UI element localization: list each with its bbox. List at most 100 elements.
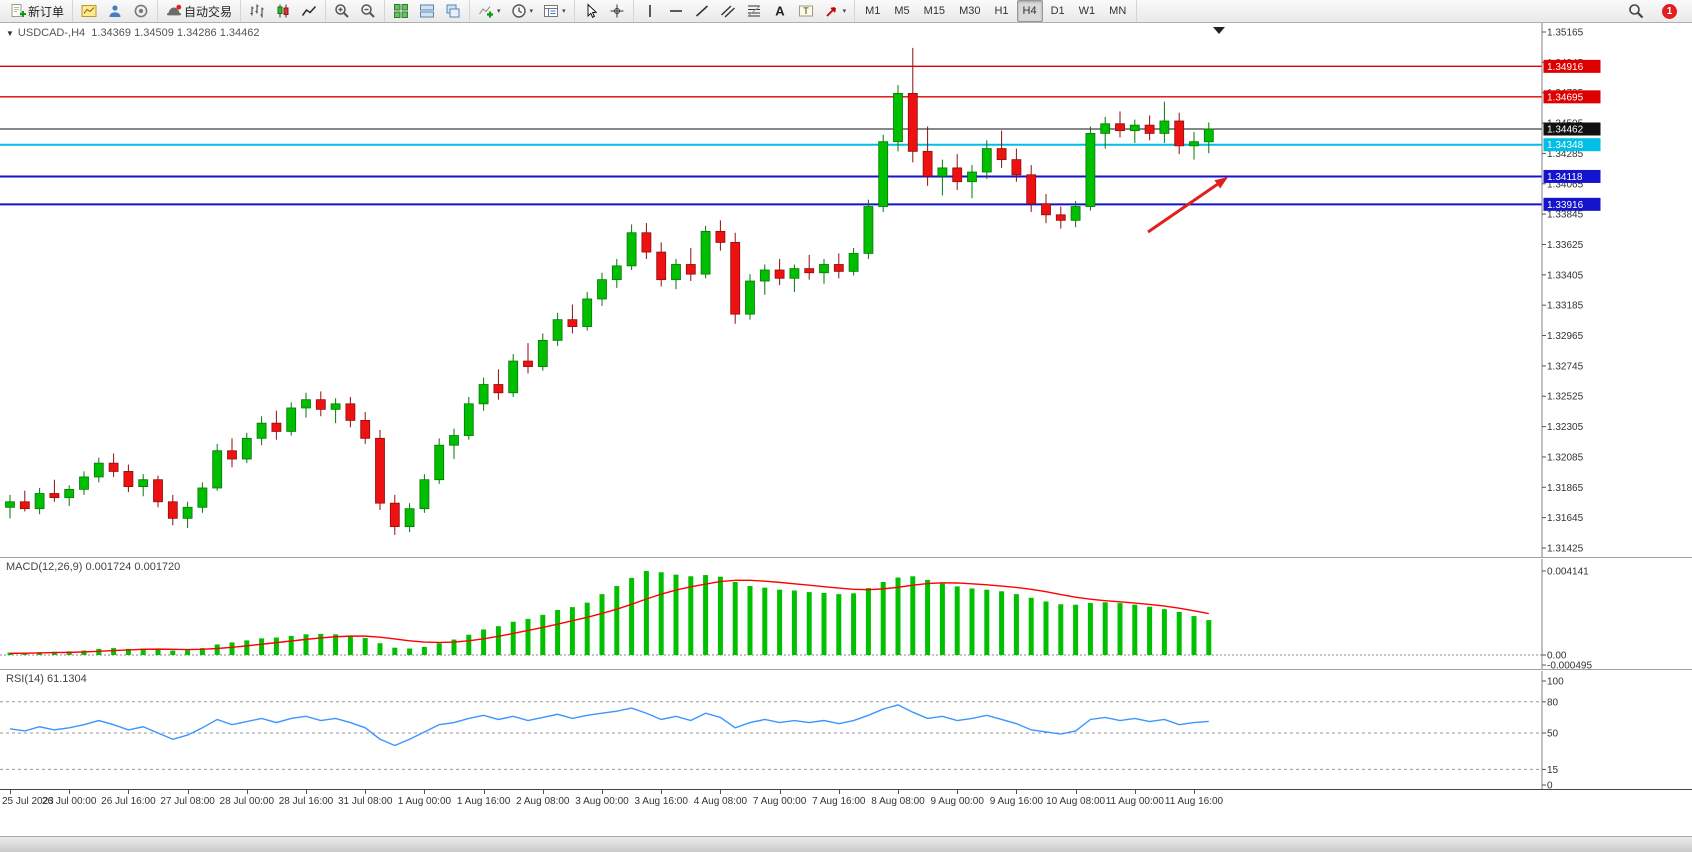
tile-windows-button[interactable] bbox=[389, 0, 413, 22]
trend-arrow-head[interactable] bbox=[1214, 177, 1228, 189]
time-axis-tick bbox=[187, 790, 189, 794]
macd-bar bbox=[259, 638, 265, 655]
macd-bar bbox=[318, 633, 324, 655]
trendline-icon bbox=[695, 5, 708, 17]
axis-label: 1.34065 bbox=[1547, 179, 1584, 190]
candle bbox=[819, 264, 829, 274]
date-axis-label: 7 Aug 16:00 bbox=[812, 796, 866, 807]
date-axis-label: 26 Jul 16:00 bbox=[101, 796, 156, 807]
trend-arrow[interactable] bbox=[1147, 183, 1219, 234]
candlestick-button[interactable] bbox=[271, 0, 295, 22]
toolbar-group-windows bbox=[73, 0, 159, 22]
time-axis-tick bbox=[542, 790, 544, 794]
price-badge bbox=[1543, 197, 1601, 211]
timeframe-h4[interactable]: H4 bbox=[1016, 0, 1043, 22]
candle bbox=[138, 479, 149, 488]
notifications-button[interactable]: 1 bbox=[1658, 0, 1681, 22]
macd-bar bbox=[451, 639, 457, 655]
fibonacci-button[interactable] bbox=[742, 0, 766, 22]
dropdown-caret-icon[interactable]: ▾ bbox=[842, 7, 847, 15]
macd-axis[interactable]: 0.004141 0.00-0.000495 bbox=[1541, 559, 1592, 669]
line-chart-button[interactable] bbox=[297, 0, 321, 22]
candle bbox=[745, 280, 755, 315]
candle bbox=[123, 471, 134, 488]
timeframe-m30[interactable]: M30 bbox=[953, 0, 986, 22]
dropdown-caret-icon[interactable]: ▾ bbox=[529, 7, 534, 15]
bar-chart-button[interactable] bbox=[245, 0, 269, 22]
cascade-windows-button[interactable] bbox=[441, 0, 465, 22]
text-label-button[interactable]: T bbox=[794, 0, 818, 22]
date-axis-label: 9 Aug 16:00 bbox=[989, 796, 1044, 807]
autotrading-icon bbox=[167, 4, 182, 16]
crosshair-icon bbox=[610, 4, 624, 18]
pane-separator[interactable] bbox=[0, 669, 1692, 671]
macd-bar bbox=[510, 621, 516, 655]
notification-badge: 1 bbox=[1662, 3, 1677, 19]
axis-label: 1.34118 bbox=[1547, 172, 1583, 183]
macd-bar bbox=[747, 586, 753, 655]
timeframe-m5[interactable]: M5 bbox=[888, 0, 915, 22]
zoom-in-button[interactable] bbox=[330, 0, 354, 22]
chart-menu-arrow-icon[interactable]: ▼ bbox=[6, 28, 14, 38]
price-axis[interactable]: 1.351651.349451.347251.345051.342851.340… bbox=[1541, 23, 1601, 557]
search-button[interactable] bbox=[1624, 0, 1648, 22]
rsi-pane[interactable]: 100 80 50 15 0 bbox=[0, 671, 1692, 789]
macd-bar bbox=[214, 644, 220, 655]
candle bbox=[167, 501, 178, 519]
time-axis-tick bbox=[424, 790, 426, 794]
community-button[interactable] bbox=[129, 0, 153, 22]
chart-shift-marker[interactable] bbox=[1213, 27, 1225, 34]
dropdown-caret-icon[interactable]: ▾ bbox=[497, 7, 501, 15]
timeframe-d1[interactable]: D1 bbox=[1045, 0, 1071, 22]
candle bbox=[79, 476, 89, 490]
macd-bar bbox=[66, 651, 72, 655]
price-chart-pane[interactable]: 1.351651.349451.347251.345051.342851.340… bbox=[0, 23, 1692, 557]
macd-bar bbox=[910, 576, 916, 655]
templates-button[interactable]: ▾ bbox=[539, 0, 570, 22]
macd-bar bbox=[392, 647, 398, 655]
trendline-button[interactable] bbox=[690, 0, 714, 22]
timeframe-m1[interactable]: M1 bbox=[859, 0, 886, 22]
macd-pane[interactable]: 0.004141 0.00-0.000495 bbox=[0, 559, 1692, 669]
zoom-out-button[interactable] bbox=[356, 0, 380, 22]
button-label: W1 bbox=[1078, 5, 1096, 17]
macd-bar bbox=[170, 650, 176, 655]
time-axis[interactable]: 25 Jul 2023 26 Jul 00:00 26 Jul 16:00 27 Ju… bbox=[0, 789, 1692, 813]
indicators-button[interactable]: ▾ bbox=[474, 0, 505, 22]
autotrading-button[interactable]: 自动交易 bbox=[162, 0, 236, 22]
chart-window[interactable]: 1.351651.349451.347251.345051.342851.340… bbox=[0, 23, 1692, 852]
timeframe-m15[interactable]: M15 bbox=[918, 0, 951, 22]
periods-button[interactable]: ▾ bbox=[507, 0, 538, 22]
pane-separator[interactable] bbox=[0, 557, 1692, 559]
new-order-icon bbox=[11, 4, 26, 17]
text-button[interactable]: A bbox=[768, 0, 792, 22]
new-order-button[interactable]: 新订单 bbox=[6, 0, 68, 22]
crosshair-button[interactable] bbox=[605, 0, 629, 22]
chart-window-button[interactable] bbox=[77, 0, 101, 22]
community-icon bbox=[134, 4, 148, 18]
rsi-axis[interactable]: 100 80 50 15 0 bbox=[1541, 671, 1564, 789]
candle bbox=[922, 150, 933, 177]
timeframe-h1[interactable]: H1 bbox=[988, 0, 1014, 22]
macd-bar bbox=[525, 618, 531, 655]
date-axis-label: 31 Jul 08:00 bbox=[337, 796, 393, 807]
dropdown-caret-icon[interactable]: ▾ bbox=[562, 7, 566, 15]
candle bbox=[1174, 120, 1185, 147]
cursor-button[interactable] bbox=[579, 0, 603, 22]
channel-button[interactable] bbox=[716, 0, 740, 22]
toolbar: 新订单 自动交易 ▾ ▾ ▾ A T ▾ M1 M5 M15 M30 H1 H4 D1 W1 MN 1 bbox=[0, 0, 1692, 23]
date-axis-label: 28 Jul 16:00 bbox=[278, 796, 334, 807]
cascade-windows-icon bbox=[446, 4, 460, 18]
candle bbox=[1055, 214, 1066, 221]
candle bbox=[360, 419, 371, 439]
timeframe-w1[interactable]: W1 bbox=[1073, 0, 1102, 22]
horizontal-line-button[interactable] bbox=[664, 0, 688, 22]
candle bbox=[478, 384, 489, 405]
profiles-button[interactable] bbox=[103, 0, 127, 22]
time-axis-tick bbox=[1134, 790, 1136, 794]
arrows-button[interactable]: ▾ bbox=[820, 0, 851, 22]
vertical-line-button[interactable] bbox=[638, 0, 662, 22]
arrange-windows-button[interactable] bbox=[415, 0, 439, 22]
candlestick-icon bbox=[277, 4, 289, 18]
timeframe-mn[interactable]: MN bbox=[1103, 0, 1132, 22]
